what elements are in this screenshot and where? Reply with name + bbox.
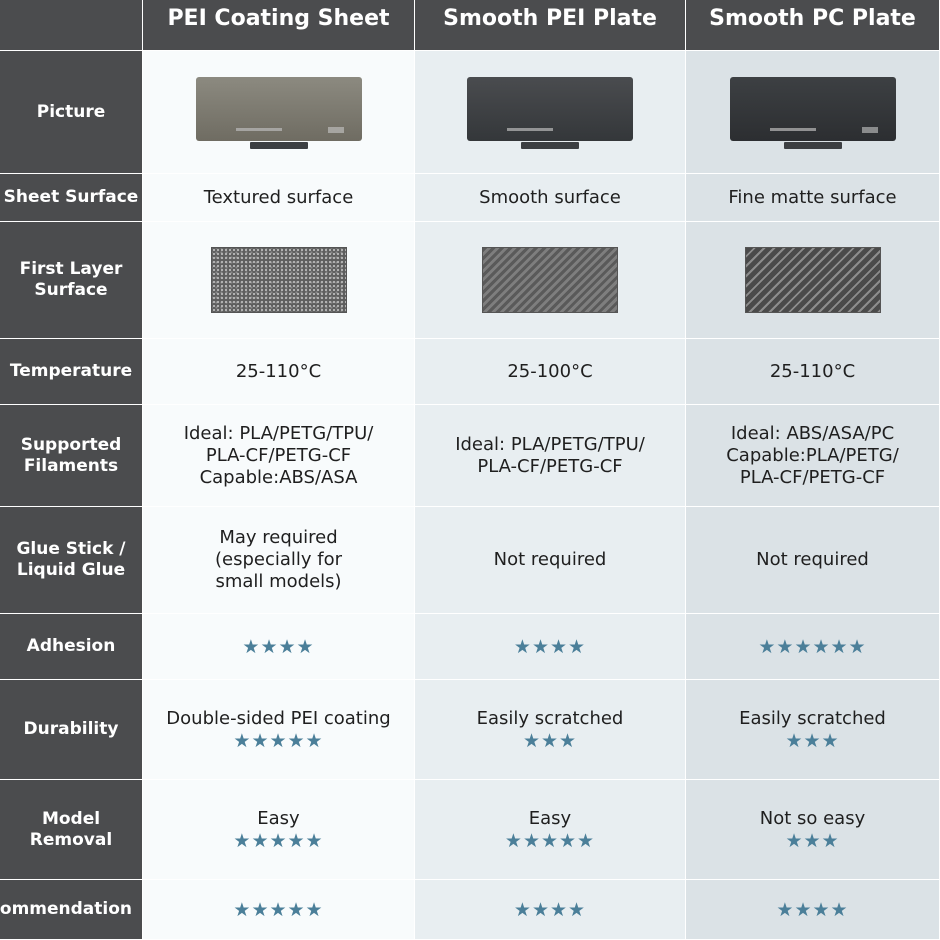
glue-line: small models) (215, 571, 342, 592)
row-header-sheet-surface: Sheet Surface (0, 174, 143, 222)
removal-cell: Easy ★★★★★ (143, 780, 415, 880)
row-header-adhesion: Adhesion (0, 614, 143, 680)
star-rating: ★★★ (785, 729, 840, 752)
star-rating: ★★★★★ (233, 898, 324, 921)
star-rating: ★★★★ (242, 635, 315, 658)
filaments-cell: Ideal: ABS/ASA/PC Capable:PLA/PETG/ PLA-… (686, 405, 940, 507)
temperature-value: 25-110°C (686, 339, 940, 405)
row-header-picture: Picture (0, 51, 143, 174)
row-header-line: Filaments (23, 455, 119, 476)
recommendation-cell: ★★★★★ (143, 880, 415, 940)
build-plate-image (455, 71, 645, 153)
row-header-durability: Durability (0, 680, 143, 780)
star-rating: ★★★★ (776, 898, 849, 921)
glue-cell: Not required (415, 507, 686, 614)
row-header-temperature: Temperature (0, 339, 143, 405)
star-rating: ★★★★★ (504, 829, 596, 852)
row-header-line: Surface (34, 280, 108, 300)
removal-cell: Not so easy ★★★ (686, 780, 940, 880)
row-header-supported-filaments: Supported Filaments (0, 405, 143, 507)
star-rating: ★★★★ (513, 635, 587, 658)
picture-cell (686, 51, 940, 174)
sheet-surface-value: Fine matte surface (686, 174, 940, 222)
filament-line: Ideal: PLA/PETG/TPU/ (455, 433, 645, 455)
build-plate-image (718, 71, 908, 153)
column-header-pei-coating-sheet: PEI Coating Sheet (143, 0, 415, 51)
recommendation-cell: ★★★★ (686, 880, 940, 940)
sheet-surface-value: Textured surface (143, 174, 415, 222)
build-plate-image (184, 71, 374, 153)
filament-line: PLA-CF/PETG-CF (205, 444, 352, 466)
filament-line: Capable:PLA/PETG/ (726, 444, 899, 466)
durability-text: Easily scratched (476, 707, 624, 729)
removal-cell: Easy ★★★★★ (415, 780, 686, 880)
table-corner (0, 0, 143, 51)
filaments-cell: Ideal: PLA/PETG/TPU/ PLA-CF/PETG-CF Capa… (143, 405, 415, 507)
row-header-line: Glue Stick / (16, 539, 126, 559)
glue-cell: Not required (686, 507, 940, 614)
durability-cell: Easily scratched ★★★ (686, 680, 940, 780)
filaments-cell: Ideal: PLA/PETG/TPU/ PLA-CF/PETG-CF (415, 405, 686, 507)
star-rating: ★★★ (785, 829, 840, 852)
recommendation-cell: ★★★★ (415, 880, 686, 940)
removal-text: Easy (257, 807, 300, 829)
filament-line: PLA-CF/PETG-CF (477, 455, 623, 477)
smooth-swatch (482, 247, 618, 313)
removal-text: Easy (528, 807, 572, 829)
star-rating: ★★★★ (513, 898, 587, 921)
glue-cell: May required (especially for small model… (143, 507, 415, 614)
filament-line: Ideal: ABS/ASA/PC (730, 422, 895, 444)
picture-cell (143, 51, 415, 174)
row-header-line: Removal (29, 829, 113, 850)
column-header-smooth-pei-plate: Smooth PEI Plate (415, 0, 686, 51)
row-header-line: Model (41, 808, 101, 829)
removal-text: Not so easy (759, 807, 866, 829)
first-layer-cell (415, 222, 686, 339)
star-rating: ★★★★★ (233, 829, 324, 852)
star-rating: ★★★★★★ (758, 635, 867, 658)
durability-text: Double-sided PEI coating (166, 707, 391, 729)
first-layer-cell (686, 222, 940, 339)
filament-line: Ideal: PLA/PETG/TPU/ (183, 422, 374, 444)
durability-cell: Double-sided PEI coating ★★★★★ (143, 680, 415, 780)
row-header-recommendation: Recommendation (0, 880, 143, 940)
picture-cell (415, 51, 686, 174)
adhesion-cell: ★★★★★★ (686, 614, 940, 680)
adhesion-cell: ★★★★ (143, 614, 415, 680)
star-rating: ★★★★★ (233, 729, 324, 752)
filament-line: Capable:ABS/ASA (199, 466, 358, 488)
textured-swatch (210, 247, 347, 313)
row-header-line: Supported (20, 434, 122, 455)
row-header-model-removal: Model Removal (0, 780, 143, 880)
first-layer-cell (143, 222, 415, 339)
durability-text: Easily scratched (739, 707, 886, 729)
row-header-glue: Glue Stick / Liquid Glue (0, 507, 143, 614)
temperature-value: 25-110°C (143, 339, 415, 405)
star-rating: ★★★ (522, 729, 578, 752)
durability-cell: Easily scratched ★★★ (415, 680, 686, 780)
sheet-surface-value: Smooth surface (415, 174, 686, 222)
filament-line: PLA-CF/PETG-CF (739, 466, 886, 488)
glue-line: May required (219, 527, 338, 548)
matte-swatch (744, 247, 881, 313)
adhesion-cell: ★★★★ (415, 614, 686, 680)
row-header-first-layer-surface: First Layer Surface (0, 222, 143, 339)
temperature-value: 25-100°C (415, 339, 686, 405)
glue-line: (especially for (214, 549, 343, 570)
row-header-line: Liquid Glue (16, 560, 126, 580)
row-header-line: First Layer (19, 259, 123, 279)
column-header-smooth-pc-plate: Smooth PC Plate (686, 0, 940, 51)
